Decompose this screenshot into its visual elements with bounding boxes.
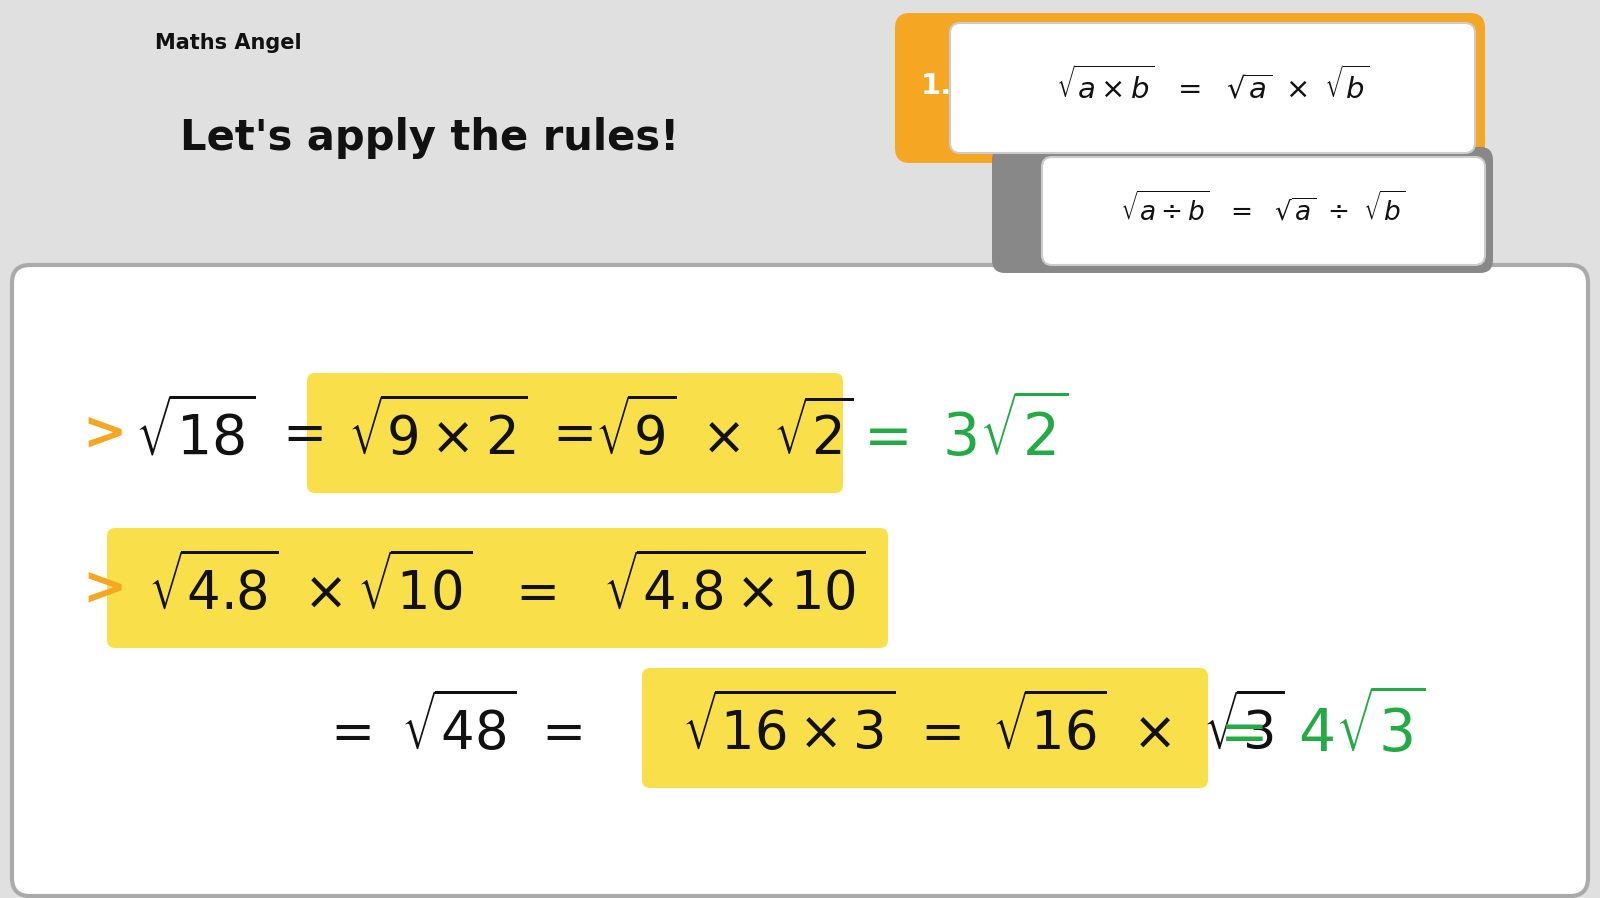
Text: $=\ 4\sqrt{3}$: $=\ 4\sqrt{3}$ (1208, 692, 1426, 764)
FancyBboxPatch shape (107, 528, 888, 648)
Text: $\sqrt{a \times b}\ \ =\ \ \sqrt{a}\ \times\ \sqrt{b}$: $\sqrt{a \times b}\ \ =\ \ \sqrt{a}\ \ti… (1056, 66, 1370, 106)
Text: $=\ \sqrt{48}\ =$: $=\ \sqrt{48}\ =$ (320, 695, 582, 762)
FancyBboxPatch shape (992, 147, 1493, 273)
Text: $\sqrt{4.8}\ \times\sqrt{10}\ \ =\ \ \sqrt{4.8 \times 10}$: $\sqrt{4.8}\ \times\sqrt{10}\ \ =\ \ \sq… (147, 555, 866, 621)
Text: $\sqrt{18}$: $\sqrt{18}$ (134, 400, 256, 466)
Text: $=$: $=$ (542, 407, 594, 459)
Text: $\bf{>}$: $\bf{>}$ (72, 562, 123, 614)
FancyBboxPatch shape (894, 13, 1485, 163)
Text: $\bf{>}$: $\bf{>}$ (72, 407, 123, 459)
Text: Maths Angel: Maths Angel (155, 33, 302, 53)
Text: $\sqrt{9}\ \times\ \sqrt{2}$: $\sqrt{9}\ \times\ \sqrt{2}$ (595, 400, 854, 466)
FancyBboxPatch shape (307, 373, 843, 493)
FancyBboxPatch shape (950, 23, 1475, 153)
Text: $=$: $=$ (272, 407, 323, 459)
Text: $\sqrt{16 \times 3}\ =\ \sqrt{16}\ \times\ \sqrt{3}$: $\sqrt{16 \times 3}\ =\ \sqrt{16}\ \time… (682, 695, 1285, 762)
Text: $\sqrt{9 \times 2}$: $\sqrt{9 \times 2}$ (349, 400, 528, 466)
Text: Let's apply the rules!: Let's apply the rules! (181, 117, 680, 159)
Text: $\sqrt{a \div b}\ \ =\ \ \sqrt{a}\ \div\ \sqrt{b}$: $\sqrt{a \div b}\ \ =\ \ \sqrt{a}\ \div\… (1120, 192, 1405, 226)
Text: $=\ 3\sqrt{2}$: $=\ 3\sqrt{2}$ (851, 398, 1069, 468)
FancyBboxPatch shape (1042, 157, 1485, 265)
FancyBboxPatch shape (13, 265, 1587, 896)
Text: 1.: 1. (920, 72, 952, 100)
Text: 2.: 2. (1062, 196, 1090, 222)
FancyBboxPatch shape (642, 668, 1208, 788)
